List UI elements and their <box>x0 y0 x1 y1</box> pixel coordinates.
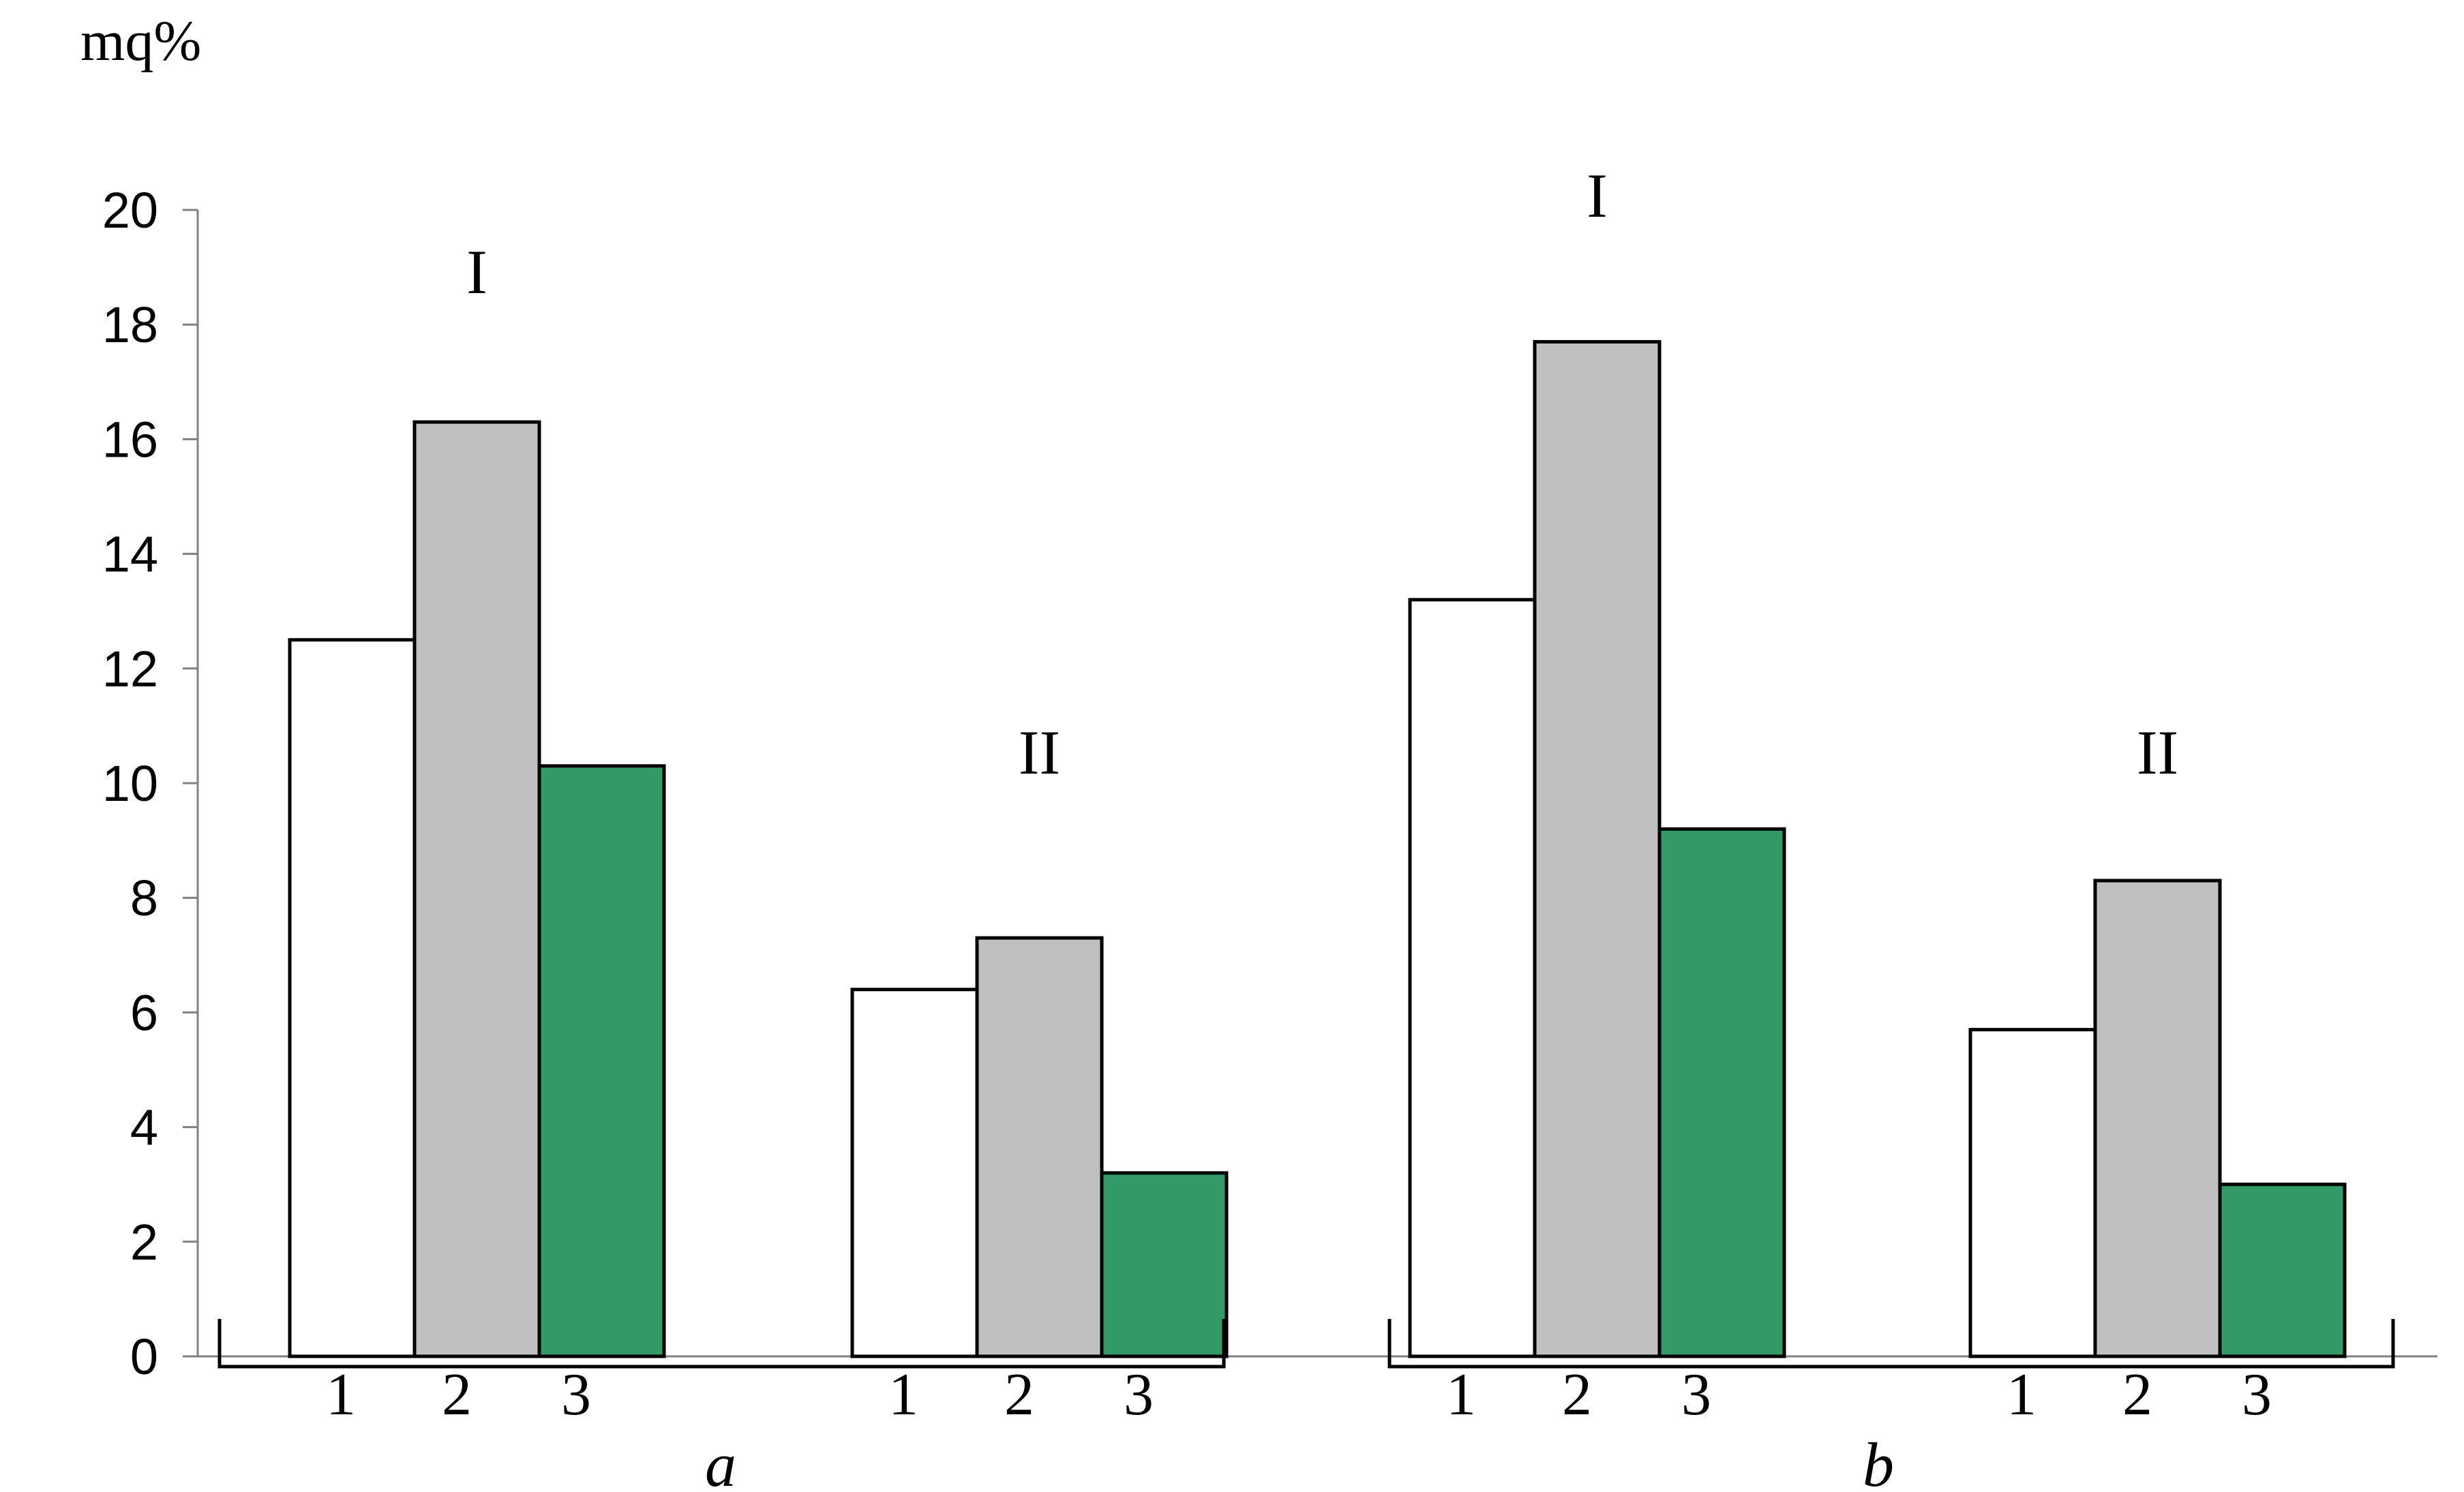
bar-b-II-3 <box>2218 1183 2347 1358</box>
bar-a-II-1 <box>850 988 979 1358</box>
y-tick-label: 16 <box>102 411 158 468</box>
group-label: I <box>466 237 487 307</box>
y-tick-label: 2 <box>130 1214 158 1270</box>
bar-b-II-1 <box>1968 1028 2097 1358</box>
panel-label: a <box>705 1430 736 1492</box>
bar-a-I-1 <box>288 638 417 1358</box>
bar-b-I-1 <box>1408 598 1537 1358</box>
category-label: 2 <box>1562 1362 1592 1428</box>
category-label: 2 <box>1004 1362 1034 1428</box>
category-label: 3 <box>2242 1362 2272 1428</box>
y-axis: 0 2 4 6 8 10 12 14 16 18 20 <box>102 182 2437 1385</box>
category-label: 2 <box>2122 1362 2152 1428</box>
y-tick-label: 6 <box>130 984 158 1041</box>
bar-a-II-3 <box>1100 1171 1229 1358</box>
group-label: II <box>2137 718 2178 787</box>
bar-a-I-3 <box>537 764 666 1358</box>
y-tick-label: 20 <box>102 182 158 239</box>
group-label: I <box>1587 161 1608 230</box>
panel-label: b <box>1863 1430 1894 1492</box>
category-label: 3 <box>1681 1362 1711 1428</box>
category-label: 1 <box>1446 1362 1476 1428</box>
y-tick-label: 0 <box>130 1328 158 1385</box>
y-tick-label: 4 <box>130 1099 158 1156</box>
panel-brackets <box>217 1319 2395 1369</box>
bar-b-I-3 <box>1657 827 1786 1358</box>
y-tick-label: 10 <box>102 755 158 812</box>
y-tick-label: 12 <box>102 641 158 697</box>
bar-a-I-2 <box>412 420 541 1358</box>
y-tick-label: 18 <box>102 296 158 353</box>
category-label: 1 <box>2007 1362 2037 1428</box>
category-label: 3 <box>1124 1362 1154 1428</box>
group-label: II <box>1019 718 1060 787</box>
y-tick-label: 14 <box>102 526 158 583</box>
bar-a-II-2 <box>975 936 1104 1358</box>
category-label: 1 <box>326 1362 356 1428</box>
category-label: 1 <box>888 1362 918 1428</box>
y-axis-label: mq% <box>80 10 201 73</box>
category-label: 2 <box>442 1362 472 1428</box>
panel-bracket <box>1387 1319 2395 1369</box>
labels: 1 2 3 I 1 2 3 II a 1 2 3 I 1 2 3 II b <box>326 161 2272 1492</box>
category-label: 3 <box>561 1362 591 1428</box>
bars <box>288 339 2347 1358</box>
panel-bracket <box>217 1319 1226 1369</box>
bar-b-II-2 <box>2093 879 2222 1358</box>
bar-b-I-2 <box>1533 339 1662 1358</box>
y-tick-label: 8 <box>130 870 158 926</box>
